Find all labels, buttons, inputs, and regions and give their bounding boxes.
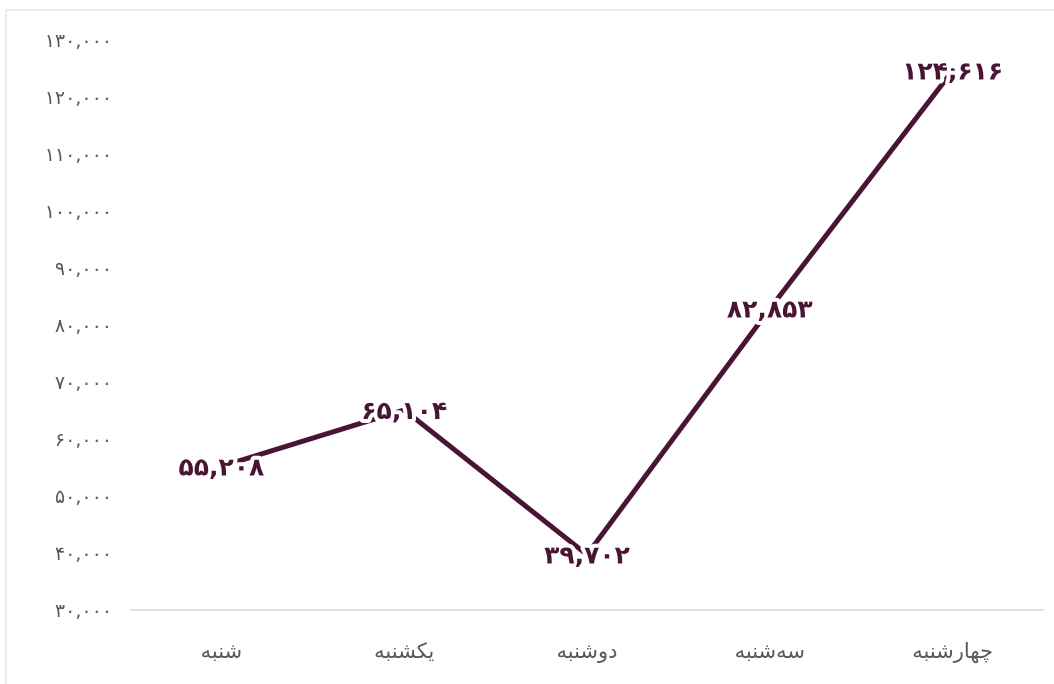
y-tick-label: ۹۰,۰۰۰ [55,258,112,280]
data-label: ۵۵,۲۰۸ [179,452,265,481]
x-axis: شنبه یکشنبه دوشنبه سه‌شنبه چهارشنبه [130,609,1044,663]
y-tick-label: ۷۰,۰۰۰ [55,372,112,394]
series-line-segment [584,306,773,558]
y-tick-label: ۶۰,۰۰۰ [55,429,112,451]
x-tick-label: یکشنبه [374,639,434,663]
x-tick-label: شنبه [201,639,243,663]
data-label-halo: ۶۵,۱۰۴ [361,396,447,425]
y-tick-label: ۴۰,۰۰۰ [55,543,112,565]
y-tick-label: ۱۲۰,۰۰۰ [45,87,112,109]
y-tick-label: ۸۰,۰۰۰ [55,315,112,337]
y-tick-label: ۳۰,۰۰۰ [55,600,112,622]
data-label: ۶۵,۱۰۴ [361,396,447,425]
data-label: ۳۹,۷۰۲ [544,541,630,570]
series-line-segment [767,68,956,312]
x-tick-label: سه‌شنبه [735,639,805,663]
series-line-segment [401,407,590,558]
data-label-halo: ۱۲۴,۶۱۶ [902,57,1003,86]
data-label-halo: ۳۹,۷۰۲ [544,541,630,570]
data-label: ۱۲۴,۶۱۶ [902,57,1003,86]
series-layer [218,68,956,558]
x-tick-label: دوشنبه [556,639,617,663]
data-label-halo: ۵۵,۲۰۸ [179,452,265,481]
y-tick-label: ۵۰,۰۰۰ [55,486,112,508]
y-tick-label: ۱۱۰,۰۰۰ [45,144,112,166]
y-tick-label: ۱۳۰,۰۰۰ [45,30,112,52]
series-line-segment [218,407,407,469]
chart-frame [5,9,1054,684]
data-label: ۸۲,۸۵۳ [727,295,813,324]
y-axis: ۳۰,۰۰۰ ۴۰,۰۰۰ ۵۰,۰۰۰ ۶۰,۰۰۰ ۷۰,۰۰۰ ۸۰,۰۰۰ ۹۰,۰… [45,30,112,622]
x-tick-label: چهارشنبه [912,639,993,663]
data-label-halo: ۸۲,۸۵۳ [727,295,813,324]
y-tick-label: ۱۰۰,۰۰۰ [45,201,112,223]
